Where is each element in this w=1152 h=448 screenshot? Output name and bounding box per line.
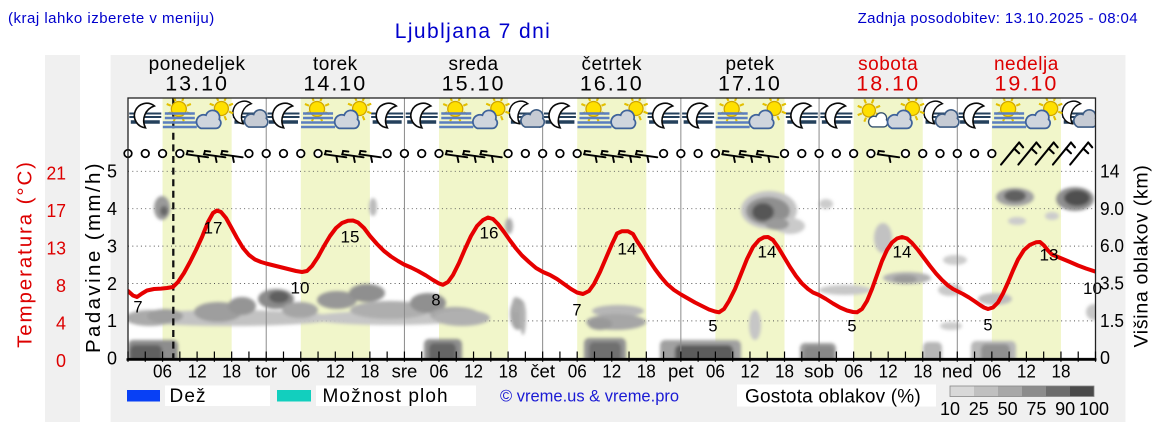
svg-text:16: 16	[480, 225, 499, 243]
svg-text:15.10: 15.10	[442, 72, 506, 96]
svg-text:14: 14	[618, 241, 637, 259]
svg-text:0: 0	[56, 351, 66, 371]
svg-text:06: 06	[982, 361, 1001, 382]
svg-text:18: 18	[913, 361, 932, 382]
svg-text:5: 5	[983, 317, 992, 335]
svg-text:18: 18	[360, 361, 379, 382]
svg-text:4: 4	[107, 199, 117, 219]
svg-text:tor: tor	[255, 361, 277, 382]
svg-text:čet: čet	[530, 361, 555, 382]
svg-text:100: 100	[1079, 399, 1109, 419]
svg-text:15: 15	[341, 229, 360, 247]
svg-text:18: 18	[637, 361, 656, 382]
svg-text:sre: sre	[392, 361, 418, 382]
svg-text:06: 06	[429, 361, 448, 382]
svg-text:5: 5	[847, 318, 856, 336]
svg-text:Možnost ploh: Možnost ploh	[323, 386, 449, 407]
svg-text:25: 25	[969, 399, 989, 419]
svg-text:21: 21	[47, 163, 67, 183]
svg-text:10: 10	[940, 399, 960, 419]
svg-text:19.10: 19.10	[994, 72, 1058, 96]
svg-text:3: 3	[107, 236, 117, 256]
svg-text:13: 13	[1040, 247, 1059, 265]
svg-text:06: 06	[844, 361, 863, 382]
svg-text:12: 12	[188, 361, 207, 382]
svg-text:5: 5	[107, 162, 117, 182]
svg-text:2: 2	[107, 274, 117, 294]
svg-text:(kraj lahko izberete v meniju): (kraj lahko izberete v meniju)	[8, 10, 215, 27]
svg-text:06: 06	[291, 361, 310, 382]
svg-text:13.10: 13.10	[165, 72, 229, 96]
svg-text:8: 8	[56, 276, 66, 296]
svg-text:5: 5	[708, 318, 717, 336]
svg-text:© vreme.us & vreme.pro: © vreme.us & vreme.pro	[500, 388, 679, 406]
svg-text:18: 18	[1051, 361, 1070, 382]
svg-text:4: 4	[56, 313, 66, 333]
svg-text:1.5: 1.5	[1100, 311, 1124, 331]
svg-text:10: 10	[291, 280, 310, 298]
svg-text:1: 1	[107, 311, 117, 331]
svg-text:14: 14	[1100, 162, 1120, 182]
svg-text:0: 0	[1100, 348, 1110, 368]
svg-text:12: 12	[1017, 361, 1036, 382]
svg-text:17: 17	[47, 201, 67, 221]
svg-text:Ljubljana 7 dni: Ljubljana 7 dni	[395, 20, 551, 43]
svg-text:Dež: Dež	[170, 386, 207, 407]
svg-text:sob: sob	[804, 361, 834, 382]
svg-text:06: 06	[153, 361, 172, 382]
svg-text:90: 90	[1055, 399, 1075, 419]
svg-text:3.5: 3.5	[1100, 274, 1124, 294]
svg-text:Padavine (mm/h): Padavine (mm/h)	[82, 161, 105, 353]
svg-text:13: 13	[47, 238, 67, 258]
svg-text:7: 7	[133, 299, 142, 317]
svg-text:18.10: 18.10	[856, 72, 920, 96]
svg-text:14: 14	[758, 244, 777, 262]
svg-text:pet: pet	[668, 361, 694, 382]
svg-text:14: 14	[893, 244, 912, 262]
svg-text:7: 7	[572, 302, 581, 320]
svg-text:12: 12	[326, 361, 345, 382]
svg-text:Gostota oblakov (%): Gostota oblakov (%)	[745, 387, 921, 408]
svg-text:12: 12	[464, 361, 483, 382]
svg-text:0: 0	[107, 349, 117, 369]
svg-text:06: 06	[568, 361, 587, 382]
svg-text:Zadnja posodobitev: 13.10.2025: Zadnja posodobitev: 13.10.2025 - 08:04	[858, 10, 1138, 27]
svg-text:9.0: 9.0	[1100, 199, 1124, 219]
svg-text:75: 75	[1026, 399, 1046, 419]
svg-text:Višina oblakov (km): Višina oblakov (km)	[1131, 164, 1152, 347]
svg-text:18: 18	[222, 361, 241, 382]
svg-text:17: 17	[204, 220, 223, 238]
svg-text:6.0: 6.0	[1100, 236, 1124, 256]
svg-text:16.10: 16.10	[580, 72, 644, 96]
svg-text:18: 18	[499, 361, 518, 382]
svg-text:17.10: 17.10	[718, 72, 782, 96]
svg-text:Temperatura (°C): Temperatura (°C)	[14, 160, 37, 348]
svg-text:8: 8	[431, 292, 440, 310]
svg-text:50: 50	[998, 399, 1018, 419]
svg-text:18: 18	[775, 361, 794, 382]
svg-text:12: 12	[879, 361, 898, 382]
svg-text:12: 12	[602, 361, 621, 382]
svg-text:06: 06	[706, 361, 725, 382]
svg-text:14.10: 14.10	[303, 72, 367, 96]
svg-text:ned: ned	[942, 361, 973, 382]
svg-text:12: 12	[740, 361, 759, 382]
